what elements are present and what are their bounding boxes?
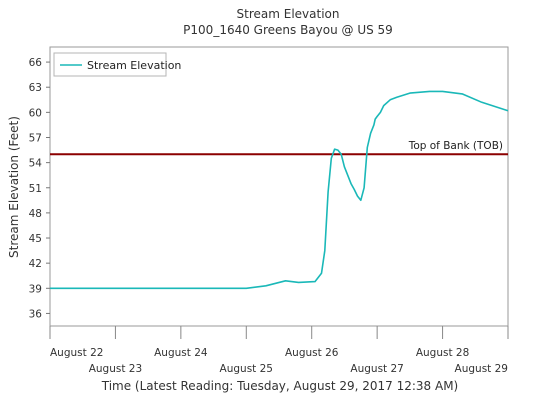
reference-lines: Top of Bank (TOB) <box>50 140 508 156</box>
x-tick-label: August 25 <box>220 363 273 375</box>
y-tick-label: 66 <box>29 57 43 69</box>
stream-elevation-line <box>50 90 509 290</box>
y-tick-label: 54 <box>29 158 43 170</box>
legend: Stream Elevation <box>53 52 181 77</box>
y-axis: 36 39 42 45 48 51 54 57 60 63 66 <box>29 57 50 320</box>
y-tick-label: 63 <box>29 82 42 94</box>
x-tick-label: August 26 <box>285 347 339 359</box>
chart-title: Stream Elevation <box>237 7 340 21</box>
top-of-bank-label: Top of Bank (TOB) <box>408 140 503 152</box>
x-tick-label: August 28 <box>416 347 469 359</box>
y-tick-label: 48 <box>29 208 42 220</box>
x-tick-label: August 27 <box>350 363 403 375</box>
x-axis: August 22 August 23 August 24 August 25 Augu… <box>49 326 509 375</box>
x-axis-label: Time (Latest Reading: Tuesday, August 29… <box>101 379 458 393</box>
y-tick-label: 45 <box>29 233 42 245</box>
x-tick-label: August 22 <box>50 347 103 359</box>
legend-label: Stream Elevation <box>87 59 181 72</box>
y-tick-label: 60 <box>29 107 42 119</box>
y-tick-label: 42 <box>29 258 42 270</box>
x-tick-label: August 23 <box>89 363 142 375</box>
y-axis-label: Stream Elevation (Feet) <box>7 116 21 258</box>
legend-box <box>53 52 167 77</box>
y-tick-label: 57 <box>29 132 42 144</box>
series-lines <box>50 90 509 290</box>
chart-subtitle: P100_1640 Greens Bayou @ US 59 <box>183 23 393 37</box>
x-tick-label: August 24 <box>154 347 208 359</box>
x-tick-label: August 29 <box>455 363 508 375</box>
y-tick-label: 36 <box>29 308 43 320</box>
y-tick-label: 39 <box>29 283 42 295</box>
plot-frame <box>49 46 509 327</box>
y-tick-label: 51 <box>29 183 42 195</box>
